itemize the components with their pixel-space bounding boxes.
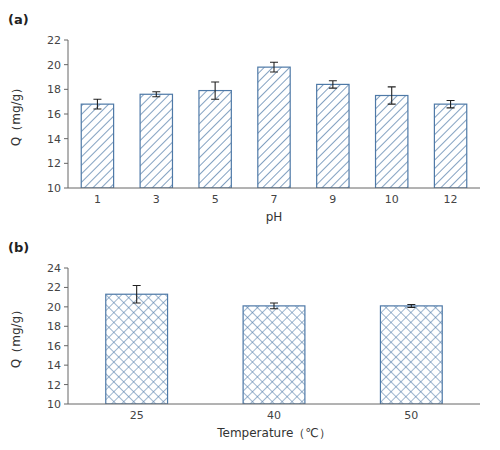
y-tick xyxy=(64,89,68,90)
y-tick xyxy=(64,268,68,269)
y-tick xyxy=(64,163,68,164)
error-bar xyxy=(329,81,337,88)
error-bar xyxy=(152,92,160,97)
error-bar xyxy=(388,87,396,104)
y-tick-label: 22 xyxy=(47,281,61,294)
bar xyxy=(258,67,290,188)
error-bar xyxy=(270,62,278,72)
error-bar xyxy=(407,304,415,307)
y-tick-label: 20 xyxy=(47,301,61,314)
y-tick xyxy=(64,345,68,346)
y-tick-label: 16 xyxy=(47,108,61,121)
bar xyxy=(376,96,408,189)
chart-container: (a) 10 12 14 16 18 20 22 Q（mg/g） 1 3 5 7 9 10 12 pH (b) 10… xyxy=(0,0,500,450)
y-tick-label: 18 xyxy=(47,83,61,96)
bar xyxy=(199,91,231,188)
y-tick-label: 12 xyxy=(47,379,61,392)
x-tick-label: 50 xyxy=(404,409,418,422)
y-tick xyxy=(64,64,68,65)
bar xyxy=(243,306,305,404)
x-tick-label: 5 xyxy=(212,193,219,206)
error-bar xyxy=(133,285,141,302)
panel-title: (a) xyxy=(8,12,29,27)
y-tick-label: 10 xyxy=(47,398,61,411)
y-tick-label: 12 xyxy=(47,157,61,170)
y-tick xyxy=(64,365,68,366)
y-tick xyxy=(64,404,68,405)
x-axis-label: Temperature（℃） xyxy=(216,426,331,440)
y-tick-label: 14 xyxy=(47,133,61,146)
x-tick-label: 40 xyxy=(267,409,281,422)
bar xyxy=(434,104,466,188)
error-bar xyxy=(211,82,219,99)
x-tick-label: 3 xyxy=(153,193,160,206)
x-tick-label: 9 xyxy=(329,193,336,206)
y-tick xyxy=(64,188,68,189)
x-axis-label: pH xyxy=(266,210,283,224)
y-axis-label: Q（mg/g） xyxy=(9,304,23,368)
x-tick-label: 10 xyxy=(385,193,399,206)
y-tick-label: 10 xyxy=(47,182,61,195)
y-tick xyxy=(64,40,68,41)
y-tick xyxy=(64,326,68,327)
panel: (a) 10 12 14 16 18 20 22 Q（mg/g） 1 3 5 7 9 10 12 pH xyxy=(8,12,480,224)
y-tick xyxy=(64,114,68,115)
panel-title: (b) xyxy=(8,240,29,255)
x-axis-line xyxy=(68,404,480,405)
y-tick xyxy=(64,306,68,307)
x-tick-label: 12 xyxy=(444,193,458,206)
y-tick-label: 24 xyxy=(47,262,61,275)
x-tick-label: 7 xyxy=(271,193,278,206)
y-axis-line xyxy=(68,40,69,188)
y-tick-label: 22 xyxy=(47,34,61,47)
error-bar xyxy=(270,303,278,309)
y-tick-label: 20 xyxy=(47,59,61,72)
marks xyxy=(106,285,442,404)
panel: (b) 10 12 14 16 18 20 22 24 Q（mg/g） 25 40 50 Temperat… xyxy=(8,240,480,440)
error-bar xyxy=(93,99,101,109)
bar xyxy=(81,104,113,188)
y-tick-label: 16 xyxy=(47,340,61,353)
bar xyxy=(380,306,442,404)
y-axis-label: Q（mg/g） xyxy=(9,82,23,146)
error-bar xyxy=(447,100,455,107)
marks xyxy=(81,62,467,188)
y-tick xyxy=(64,384,68,385)
bar xyxy=(317,84,349,188)
chart-svg: (a) 10 12 14 16 18 20 22 Q（mg/g） 1 3 5 7 9 10 12 pH (b) 10… xyxy=(0,0,500,450)
x-axis-line xyxy=(68,188,480,189)
bar xyxy=(140,94,172,188)
y-tick xyxy=(64,287,68,288)
x-tick-label: 1 xyxy=(94,193,101,206)
x-tick-label: 25 xyxy=(130,409,144,422)
y-axis-line xyxy=(68,268,69,404)
bar xyxy=(106,294,168,404)
y-tick-label: 14 xyxy=(47,359,61,372)
y-tick xyxy=(64,138,68,139)
y-tick-label: 18 xyxy=(47,320,61,333)
